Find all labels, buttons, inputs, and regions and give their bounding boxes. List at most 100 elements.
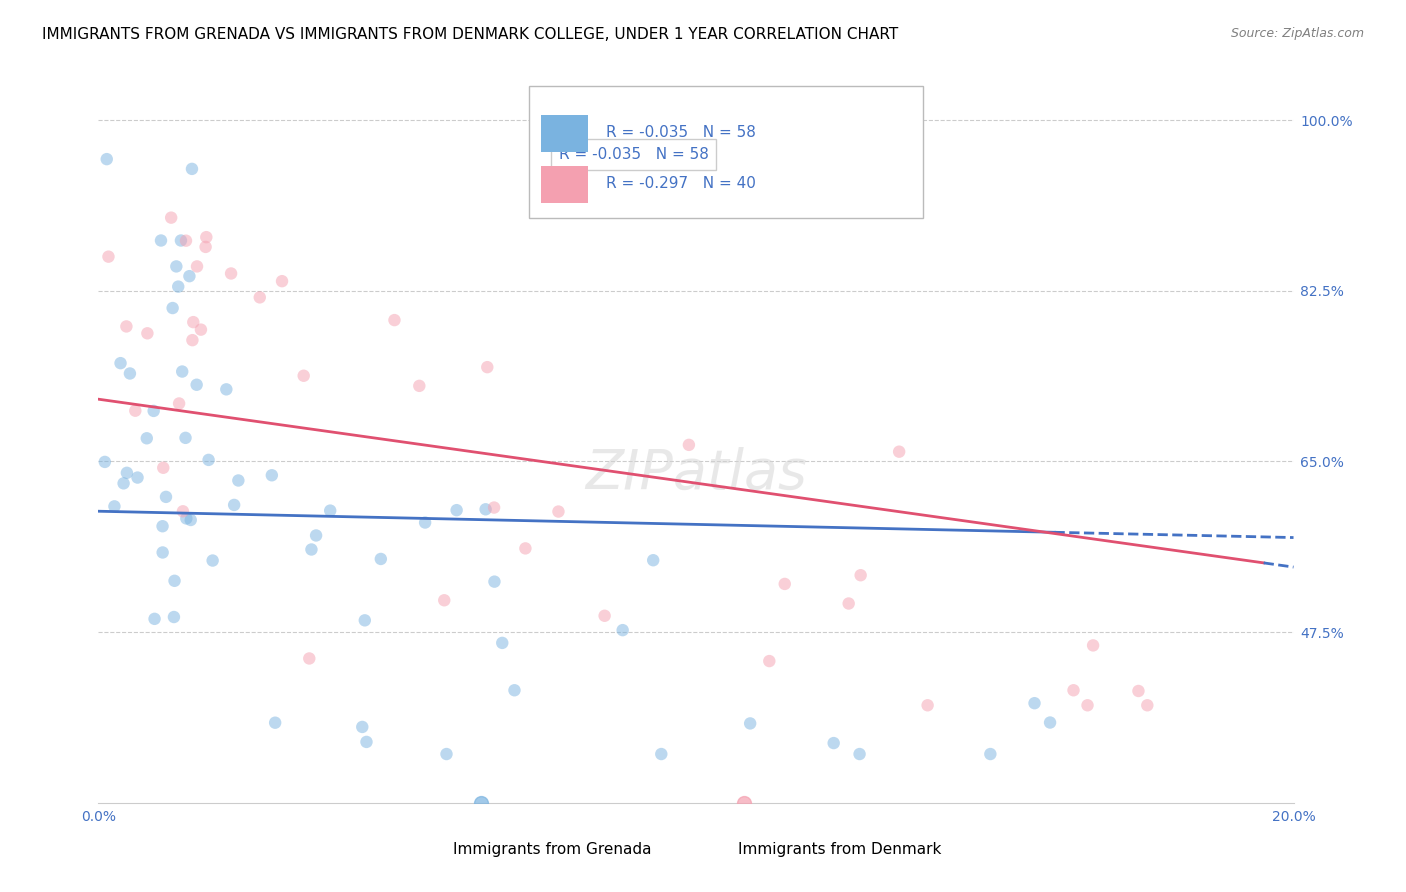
- Point: [172, 365, 194, 379]
- Bar: [529, 86, 922, 218]
- Point: [491, 636, 513, 650]
- Point: [228, 474, 250, 488]
- Point: [484, 574, 506, 589]
- Point: [773, 577, 796, 591]
- Point: [249, 290, 271, 304]
- Point: [477, 360, 499, 375]
- Point: [678, 438, 700, 452]
- Point: [181, 333, 204, 347]
- Point: [515, 541, 537, 556]
- Point: [917, 698, 939, 713]
- Point: [650, 747, 672, 761]
- Point: [115, 319, 138, 334]
- Point: [1063, 683, 1085, 698]
- Point: [152, 545, 174, 559]
- Point: [127, 470, 149, 484]
- Point: [612, 623, 634, 637]
- Point: [150, 234, 173, 248]
- Point: [174, 234, 197, 248]
- Point: [356, 735, 378, 749]
- Point: [838, 597, 860, 611]
- Point: [292, 368, 315, 383]
- Point: [215, 382, 238, 396]
- Point: [482, 500, 505, 515]
- Point: [179, 269, 201, 284]
- Point: [172, 504, 194, 518]
- Point: [176, 511, 198, 525]
- Point: [103, 500, 125, 514]
- Point: [1076, 698, 1098, 713]
- Point: [180, 513, 202, 527]
- Point: [194, 240, 217, 254]
- Point: [190, 323, 212, 337]
- Point: [143, 612, 166, 626]
- Point: [1024, 696, 1046, 710]
- Point: [142, 404, 165, 418]
- Point: [319, 503, 342, 517]
- Point: [160, 211, 183, 225]
- Point: [1039, 715, 1062, 730]
- Point: [136, 326, 159, 341]
- Bar: [541, 167, 589, 203]
- Point: [186, 260, 208, 274]
- Point: [97, 250, 120, 264]
- Point: [174, 431, 197, 445]
- Point: [298, 651, 321, 665]
- Bar: [541, 115, 589, 152]
- Point: [1081, 639, 1104, 653]
- Point: [94, 455, 117, 469]
- Point: [155, 490, 177, 504]
- Point: [112, 476, 135, 491]
- Point: [503, 683, 526, 698]
- Text: R = -0.297   N = 40: R = -0.297 N = 40: [606, 177, 756, 192]
- Point: [1136, 698, 1159, 713]
- Point: [96, 152, 118, 166]
- Point: [271, 274, 294, 288]
- Point: [186, 377, 208, 392]
- Point: [224, 498, 246, 512]
- Point: [163, 610, 186, 624]
- Text: IMMIGRANTS FROM GRENADA VS IMMIGRANTS FROM DENMARK COLLEGE, UNDER 1 YEAR CORRELA: IMMIGRANTS FROM GRENADA VS IMMIGRANTS FR…: [42, 27, 898, 42]
- Text: Source: ZipAtlas.com: Source: ZipAtlas.com: [1230, 27, 1364, 40]
- Text: R = -0.035   N = 58: R = -0.035 N = 58: [606, 125, 756, 140]
- Point: [163, 574, 186, 588]
- Point: [110, 356, 132, 370]
- Point: [593, 608, 616, 623]
- Point: [201, 553, 224, 567]
- Point: [446, 503, 468, 517]
- Point: [889, 444, 911, 458]
- Point: [195, 230, 218, 244]
- Point: [197, 453, 219, 467]
- Point: [135, 431, 157, 445]
- Point: [181, 161, 204, 176]
- Point: [384, 313, 406, 327]
- Point: [118, 367, 141, 381]
- Point: [170, 234, 193, 248]
- Point: [152, 519, 174, 533]
- Point: [165, 260, 187, 274]
- Point: [848, 747, 870, 761]
- Point: [181, 315, 204, 329]
- Point: [436, 747, 458, 761]
- Point: [353, 613, 375, 627]
- Point: [219, 267, 242, 281]
- Point: [643, 553, 665, 567]
- Point: [474, 502, 496, 516]
- Text: ZIPatlas: ZIPatlas: [585, 447, 807, 500]
- Text: R = -0.035   N = 58: R = -0.035 N = 58: [558, 147, 709, 162]
- Point: [979, 747, 1001, 761]
- Point: [849, 568, 872, 582]
- Point: [413, 516, 436, 530]
- Point: [740, 716, 762, 731]
- Point: [167, 396, 190, 410]
- Point: [162, 301, 184, 315]
- Point: [301, 542, 323, 557]
- Point: [124, 403, 146, 417]
- Text: Immigrants from Grenada: Immigrants from Grenada: [453, 842, 652, 857]
- Point: [408, 379, 430, 393]
- Point: [305, 528, 328, 542]
- Text: Immigrants from Denmark: Immigrants from Denmark: [738, 842, 941, 857]
- Point: [370, 552, 392, 566]
- Point: [547, 504, 569, 518]
- Point: [758, 654, 780, 668]
